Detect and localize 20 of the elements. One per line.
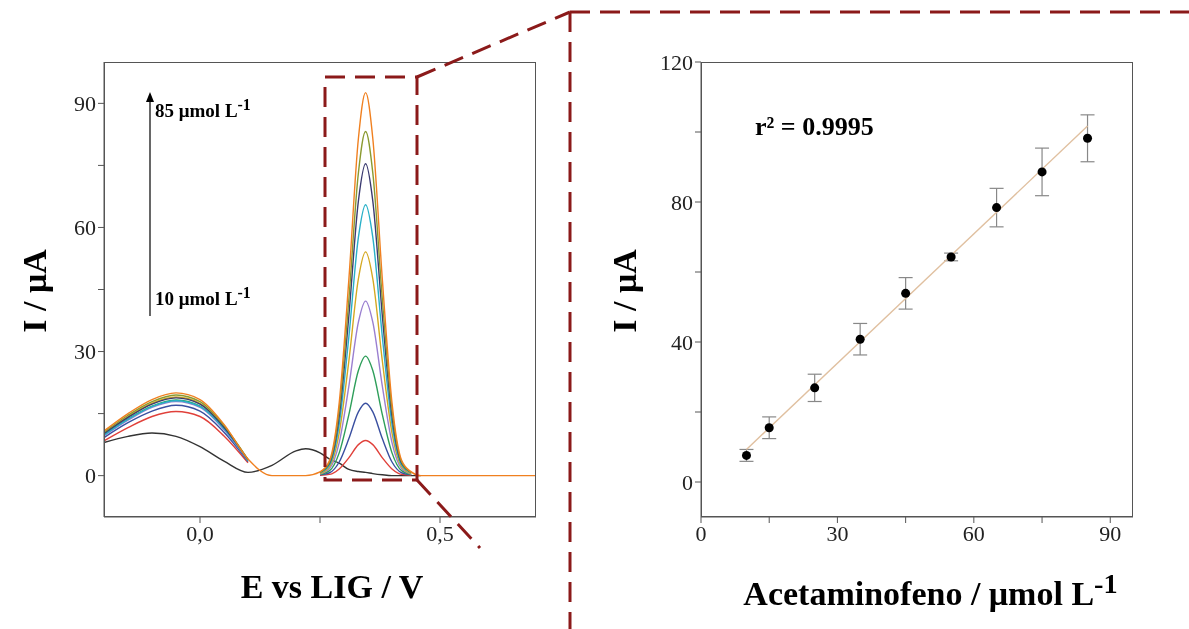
y-tick-label: 40 (671, 329, 693, 355)
y-tick-label: 0 (682, 469, 693, 495)
y-tick-label: 30 (74, 339, 96, 365)
y-axis-title: I / μA (606, 248, 644, 335)
annotation: 10 μmol L$^{-1}$ (155, 284, 251, 311)
y-axis-title: I / μA (16, 248, 54, 335)
y-tick-label: 80 (671, 189, 693, 215)
x-axis-title: E vs LIG / V (239, 568, 425, 606)
x-tick-label: 30 (826, 520, 849, 546)
x-tick-label: 60 (962, 520, 985, 546)
y-tick-label: 90 (74, 91, 96, 117)
y-tick-label: 120 (660, 49, 693, 75)
x-tick-label: 90 (1099, 520, 1122, 546)
y-tick-label: 60 (74, 215, 96, 241)
annotation: 85 μmol L$^{-1}$ (155, 96, 251, 123)
x-tick-label: 0,5 (426, 520, 454, 546)
y-tick-label: 0 (85, 463, 96, 489)
annotation: r² = 0.9995 (755, 112, 874, 142)
x-tick-label: 0,0 (186, 520, 214, 546)
x-axis-title: Acetaminofeno / μmol L$^{-1}$ (742, 568, 1119, 614)
